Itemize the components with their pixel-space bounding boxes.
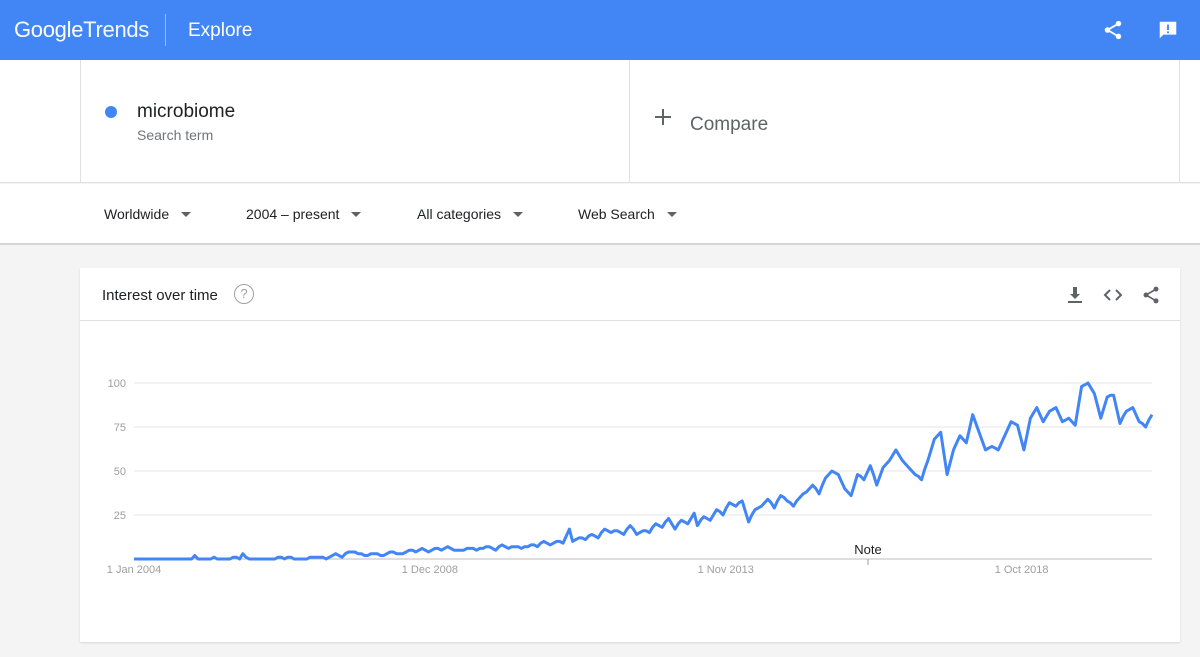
search-property-label: Web Search [578, 206, 655, 222]
term-type: Search term [137, 127, 214, 143]
card-title: Interest over time [102, 287, 218, 304]
y-axis-ticks: 25 50 75 100 [108, 378, 126, 522]
logo-brand: Google [14, 17, 84, 42]
chevron-down-icon [513, 212, 524, 217]
y-tick-label: 25 [114, 510, 126, 522]
chevron-down-icon [181, 212, 192, 217]
series-line-microbiome [134, 381, 1154, 561]
category-label: All categories [417, 206, 502, 222]
chart-note[interactable]: Note [854, 542, 882, 565]
x-axis-ticks: 1 Jan 2004 1 Dec 2008 1 Nov 2013 1 Oct 2018 [107, 564, 1049, 576]
time-range-dropdown[interactable]: 2004 – present [246, 206, 362, 222]
y-tick-label: 75 [114, 422, 126, 434]
page-title: Explore [188, 20, 253, 41]
download-icon[interactable] [1064, 284, 1086, 306]
term-name[interactable]: microbiome [137, 101, 236, 122]
google-trends-logo[interactable]: GoogleTrends [14, 17, 149, 43]
note-label[interactable]: Note [854, 542, 881, 557]
top-app-bar: GoogleTrends Explore [0, 0, 1200, 60]
interest-over-time-card: Interest over time ? 25 50 75 100 1 Jan 200… [80, 268, 1180, 642]
search-property-dropdown[interactable]: Web Search [578, 206, 677, 222]
y-tick-label: 100 [108, 378, 126, 390]
time-range-label: 2004 – present [246, 206, 340, 222]
share-icon[interactable] [1101, 18, 1125, 42]
compare-card[interactable]: Compare [630, 60, 1180, 183]
category-dropdown[interactable]: All categories [417, 206, 524, 222]
search-terms-section: microbiome Search term Compare [0, 60, 1200, 183]
help-icon[interactable]: ? [234, 284, 254, 304]
share-icon[interactable] [1140, 284, 1162, 306]
compare-button[interactable]: Compare [690, 114, 769, 135]
card-header: Interest over time ? [80, 268, 1180, 321]
term-color-dot [105, 106, 117, 118]
filter-bar: Worldwide 2004 – present All categories … [0, 184, 1200, 245]
embed-icon[interactable] [1102, 284, 1124, 306]
y-tick-label: 50 [114, 466, 126, 478]
header-divider [165, 14, 166, 46]
logo-product: Trends [83, 17, 150, 42]
x-tick-label: 1 Jan 2004 [107, 564, 161, 576]
term-card-microbiome[interactable]: microbiome Search term [80, 60, 630, 183]
plus-icon [655, 109, 671, 125]
feedback-icon[interactable] [1156, 18, 1180, 42]
interest-chart: 25 50 75 100 1 Jan 2004 1 Dec 2008 1 Nov 2013… [107, 378, 1154, 576]
region-label: Worldwide [104, 206, 170, 222]
chevron-down-icon [666, 212, 677, 217]
x-tick-label: 1 Nov 2013 [698, 564, 754, 576]
x-tick-label: 1 Dec 2008 [402, 564, 458, 576]
region-dropdown[interactable]: Worldwide [104, 206, 192, 222]
chart-gridlines [134, 382, 1152, 560]
x-tick-label: 1 Oct 2018 [995, 564, 1049, 576]
chevron-down-icon [351, 212, 362, 217]
